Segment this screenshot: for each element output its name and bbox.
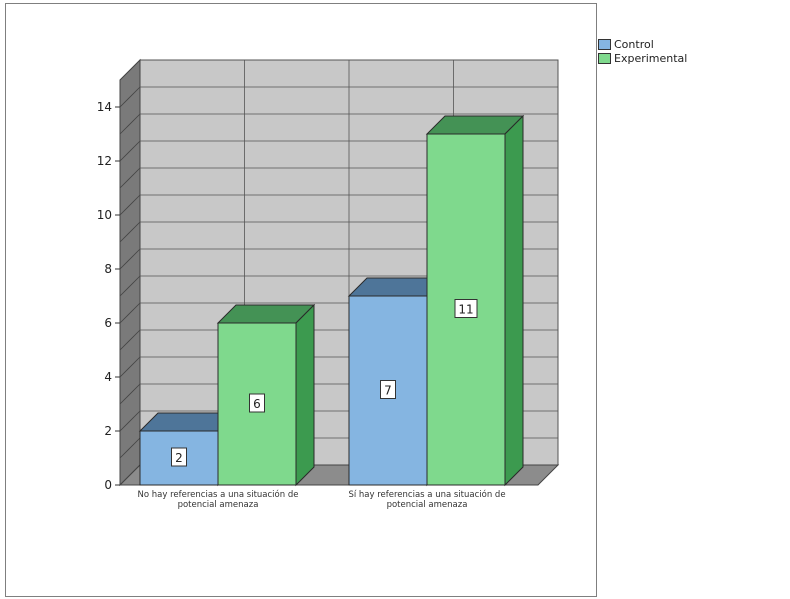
gridline-left-wall	[119, 275, 141, 297]
gridline-left-wall	[119, 140, 141, 162]
bar-experimental-1: 6	[216, 303, 316, 487]
data-label: 6	[253, 397, 261, 411]
gridline-left-wall	[119, 302, 141, 324]
gridline-left-wall	[119, 329, 141, 351]
legend: Control Experimental	[598, 37, 687, 65]
gridline-left-wall	[119, 194, 141, 216]
gridline-left-wall	[119, 113, 141, 135]
y-tick-label: 12	[97, 154, 112, 168]
y-tick-label: 14	[97, 100, 112, 114]
data-label: 11	[458, 303, 473, 317]
legend-item-control: Control	[598, 37, 687, 51]
data-label: 7	[384, 384, 392, 398]
legend-label-experimental: Experimental	[614, 51, 688, 65]
legend-swatch-experimental	[598, 52, 611, 64]
bar-side	[295, 303, 315, 487]
legend-swatch-control	[598, 38, 611, 50]
data-label: 2	[175, 451, 183, 465]
bar-experimental-2: 11	[425, 114, 525, 487]
gridline-left-wall	[119, 248, 141, 270]
gridline-left-wall	[119, 383, 141, 405]
gridline-left-wall	[119, 86, 141, 108]
legend-item-experimental: Experimental	[598, 51, 687, 65]
y-tick-label: 2	[104, 424, 112, 438]
data-label-box	[171, 447, 187, 467]
y-tick-label: 8	[104, 262, 112, 276]
bar-side	[504, 114, 524, 487]
y-axis: 0 2 4 6 8 10 12 14	[97, 100, 120, 492]
data-label-box	[380, 380, 396, 399]
gridline-left-wall	[119, 221, 141, 243]
data-label-box	[454, 299, 478, 318]
gridline-left-wall	[119, 437, 141, 459]
gridline-left-wall	[119, 410, 141, 432]
y-tick-label: 4	[104, 370, 112, 384]
legend-label-control: Control	[614, 37, 654, 51]
bars: 2 6 7 11	[138, 114, 525, 487]
y-tick-label: 0	[104, 478, 112, 492]
data-label-box	[249, 393, 265, 413]
category-labels: No hay referencias a una situación depot…	[138, 489, 506, 510]
category-label: Sí hay referencias a una situación de	[348, 489, 505, 500]
y-tick-label: 6	[104, 316, 112, 330]
category-label: potencial amenaza	[387, 500, 468, 510]
category-label: potencial amenaza	[178, 500, 259, 510]
category-label: No hay referencias a una situación de	[138, 489, 299, 500]
gridline-left-wall	[119, 356, 141, 378]
y-tick-label: 10	[97, 208, 112, 222]
gridline-left-wall	[119, 167, 141, 189]
